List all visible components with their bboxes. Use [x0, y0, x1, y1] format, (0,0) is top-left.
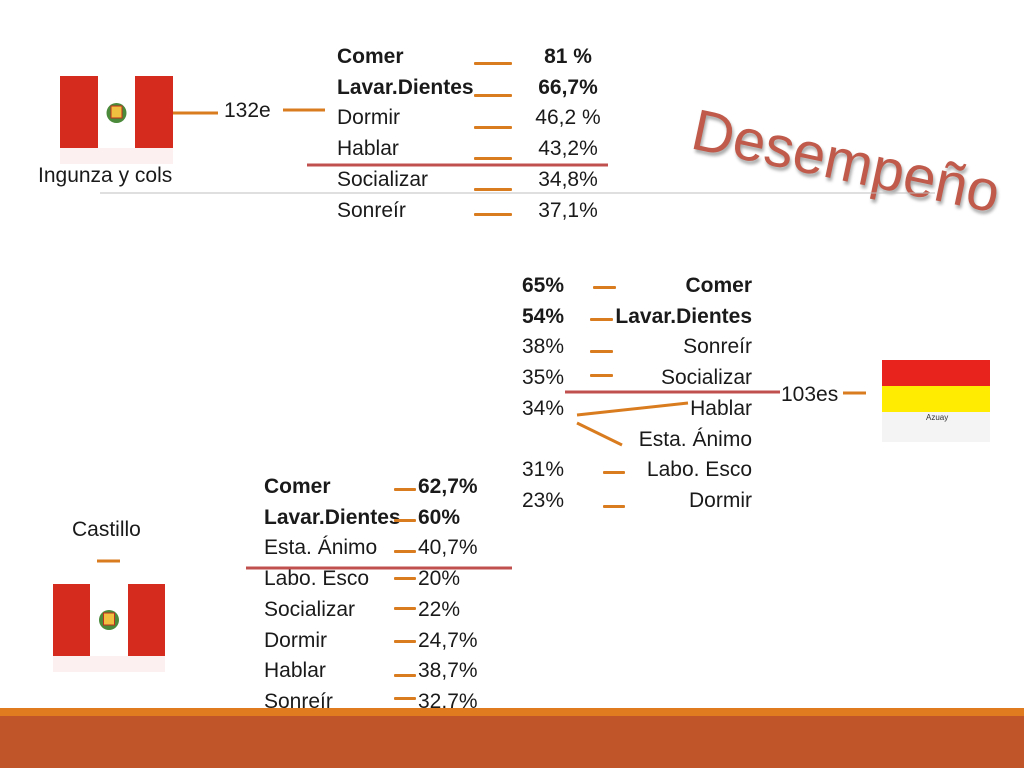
- list-item-value: 38%: [522, 335, 565, 359]
- study2-value-list: 65% 54% 38% 35% 34% 31% 23%: [522, 271, 564, 517]
- footer-accent-bar: [0, 708, 1024, 716]
- study2-dash: [590, 318, 613, 321]
- list-item-label: Dormir: [337, 106, 400, 130]
- list-item-value: 46,2 %: [535, 106, 601, 130]
- list-item-label: Dormir: [689, 488, 752, 512]
- list-item-label: Comer: [337, 45, 404, 68]
- list-item-label: Lavar.Dientes: [337, 75, 474, 99]
- study3-author: Castillo: [72, 518, 141, 541]
- list-item-value: 43,2%: [538, 137, 598, 161]
- azuay-flag-caption: Azuay: [926, 413, 949, 422]
- list-item-label: Sonreír: [337, 198, 406, 222]
- list-item-label: Socializar: [660, 366, 752, 390]
- study1-dash: [474, 213, 512, 216]
- list-item-value: 65%: [522, 274, 565, 297]
- study3-dash: [394, 607, 416, 610]
- study1-value-list: 81 % 66,7% 46,2 % 43,2% 34,8% 37,1%: [533, 42, 603, 226]
- study3-dash: [394, 697, 416, 700]
- study2-dash: [603, 471, 625, 474]
- peru-flag-icon: [60, 76, 173, 164]
- list-item-label: Comer: [685, 274, 752, 297]
- list-item-value: 40,7%: [418, 536, 478, 560]
- list-item-value: 32,7%: [418, 689, 478, 713]
- list-item-label: Esta. Ánimo: [638, 427, 752, 451]
- list-item-value: 38,7%: [418, 659, 478, 683]
- study3-dash: [394, 674, 416, 677]
- list-item-label: Socializar: [264, 597, 356, 621]
- study1-dash: [474, 188, 512, 191]
- study1-dash: [474, 62, 512, 65]
- study3-dash: [394, 550, 416, 553]
- footer-bar: [0, 716, 1024, 768]
- list-item-value: 22%: [418, 597, 461, 621]
- list-item-label: Hablar: [690, 396, 752, 420]
- list-item-label: Lavar.Dientes: [264, 505, 401, 529]
- list-item-value: 20%: [418, 567, 461, 591]
- list-item-value: 81 %: [544, 45, 592, 68]
- list-item-label: Hablar: [337, 137, 399, 161]
- list-item-value: 66,7%: [538, 75, 598, 99]
- study2-dash: [603, 505, 625, 508]
- azuay-flag-icon: Azuay: [882, 360, 990, 442]
- list-item-label: Comer: [264, 475, 331, 498]
- list-item-value: 54%: [522, 304, 565, 328]
- study3-dash: [394, 640, 416, 643]
- study3-dash: [394, 519, 416, 522]
- study3-dash: [394, 488, 416, 491]
- study2-dash: [593, 286, 616, 289]
- study2-label-list: Comer Lavar.Dientes Sonreír Socializar H…: [600, 271, 752, 517]
- list-item-label: Socializar: [337, 167, 429, 191]
- study1-dash: [474, 94, 512, 97]
- study1-dash: [474, 157, 512, 160]
- list-item-value: 37,1%: [538, 198, 598, 222]
- list-item-value: 23%: [522, 488, 565, 512]
- study2-dash: [590, 350, 613, 353]
- study1-label-list: Comer Lavar.Dientes Dormir Hablar Social…: [337, 42, 474, 226]
- list-item-value: 35%: [522, 366, 565, 390]
- list-item-value: [522, 425, 564, 456]
- study2-sample-size: 103es: [781, 383, 839, 406]
- study2-dash: [590, 374, 613, 377]
- peru-flag-icon: [53, 584, 165, 672]
- study3-value-list: 62,7% 60% 40,7% 20% 22% 24,7% 38,7% 32,7…: [418, 472, 478, 718]
- list-item-label: Sonreír: [683, 335, 752, 359]
- list-item-label: Labo. Esco: [264, 567, 370, 591]
- list-item-label: Labo. Esco: [646, 458, 752, 482]
- list-item-label: Lavar.Dientes: [615, 304, 752, 328]
- study1-sample-size: 132e: [224, 99, 271, 122]
- list-item-label: Esta. Ánimo: [264, 536, 378, 560]
- list-item-value: 62,7%: [418, 475, 478, 498]
- list-item-value: 24,7%: [418, 628, 478, 652]
- list-item-label: Hablar: [264, 659, 326, 683]
- list-item-label: Dormir: [264, 628, 327, 652]
- study1-dash: [474, 126, 512, 129]
- list-item-value: 34,8%: [538, 167, 598, 191]
- study3-label-list: Comer Lavar.Dientes Esta. Ánimo Labo. Es…: [264, 472, 401, 718]
- study3-dash: [394, 577, 416, 580]
- list-item-value: 60%: [418, 505, 461, 529]
- list-item-value: 34%: [522, 396, 565, 420]
- list-item-label: Sonreír: [264, 689, 333, 713]
- slide-title: Desempeño: [686, 96, 1006, 226]
- list-item-value: 31%: [522, 458, 565, 482]
- study1-author: Ingunza y cols: [38, 164, 173, 187]
